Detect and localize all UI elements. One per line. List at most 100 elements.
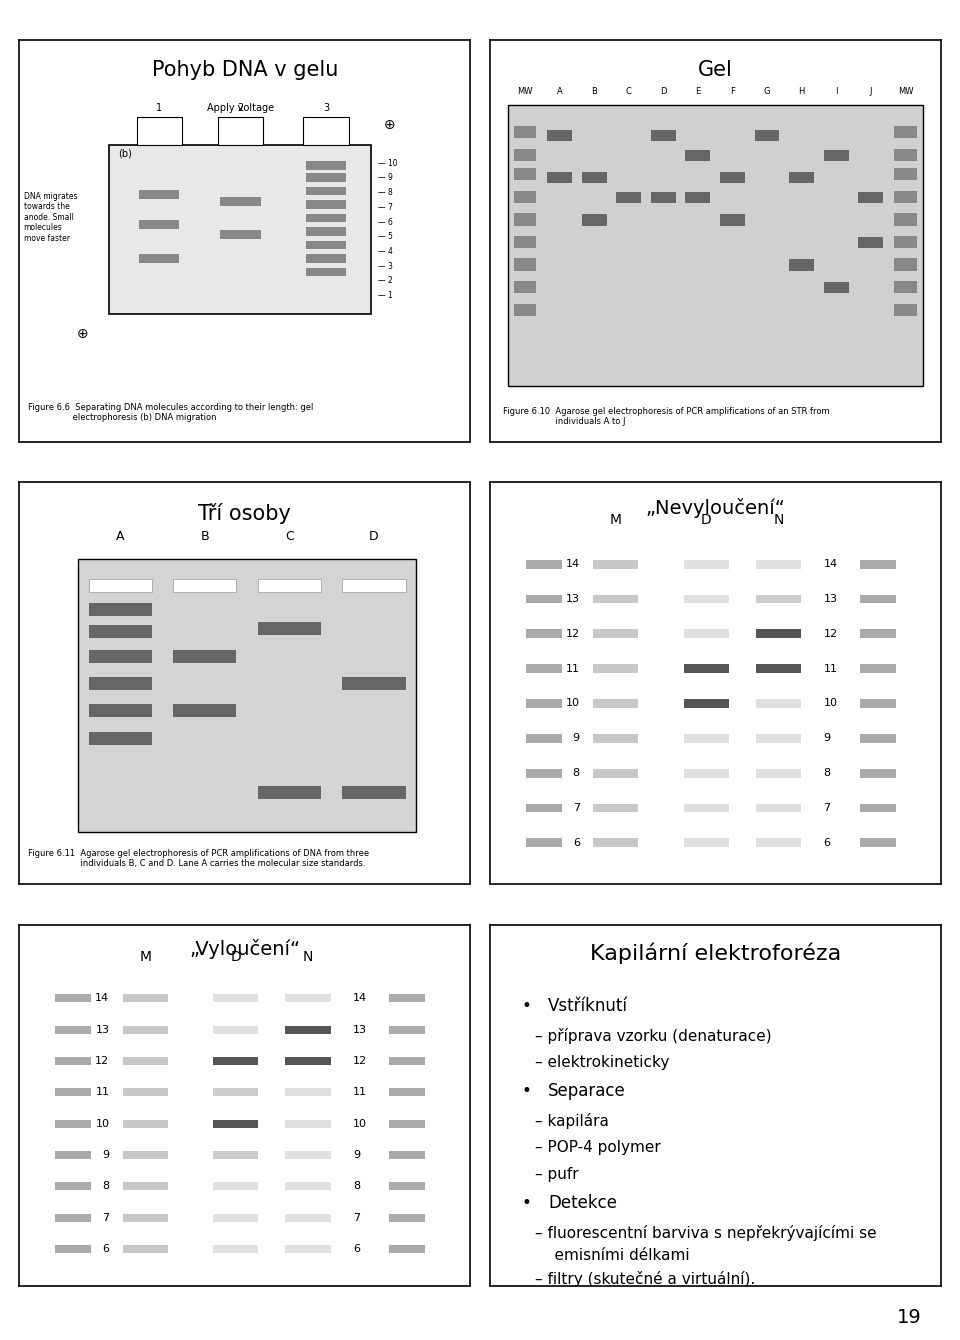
Text: F: F <box>730 87 735 96</box>
Text: 13: 13 <box>565 594 580 604</box>
Bar <box>285 1088 330 1096</box>
Bar <box>894 126 917 138</box>
Bar <box>56 1057 91 1065</box>
Bar <box>88 732 152 745</box>
Text: E: E <box>695 87 701 96</box>
Bar <box>756 560 801 568</box>
Bar <box>305 268 347 276</box>
Text: 11: 11 <box>565 663 580 674</box>
Bar <box>859 699 896 708</box>
Text: J: J <box>870 87 872 96</box>
Bar <box>305 241 347 249</box>
Bar <box>859 630 896 638</box>
Bar <box>514 126 537 138</box>
Bar <box>824 281 849 293</box>
Text: 11: 11 <box>95 1087 109 1097</box>
Bar <box>389 1182 425 1190</box>
Text: 9: 9 <box>103 1150 109 1160</box>
Text: Figure 6.11  Agarose gel electrophoresis of PCR amplifications of DNA from three: Figure 6.11 Agarose gel electrophoresis … <box>28 850 370 868</box>
Bar <box>508 105 923 386</box>
Bar <box>684 734 729 742</box>
Text: 7: 7 <box>573 803 580 813</box>
Bar <box>285 1245 330 1253</box>
Bar <box>593 630 638 638</box>
Bar <box>526 699 562 708</box>
Text: 19: 19 <box>897 1308 922 1327</box>
Text: — 6: — 6 <box>378 217 393 226</box>
Bar <box>684 699 729 708</box>
Bar <box>56 994 91 1002</box>
Bar <box>859 804 896 812</box>
Bar <box>859 595 896 603</box>
Text: 14: 14 <box>353 993 368 1004</box>
Text: 14: 14 <box>95 993 109 1004</box>
Bar <box>514 169 537 181</box>
Bar <box>285 1214 330 1222</box>
Bar <box>123 1057 168 1065</box>
Text: — 7: — 7 <box>378 202 393 212</box>
Text: 9: 9 <box>824 733 830 744</box>
Bar <box>220 230 260 240</box>
Text: 14: 14 <box>824 559 838 570</box>
Bar <box>514 192 537 202</box>
Bar <box>526 769 562 777</box>
Bar <box>720 172 745 184</box>
Text: 6: 6 <box>103 1244 109 1254</box>
Bar <box>894 259 917 271</box>
Text: ⊕: ⊕ <box>383 118 395 131</box>
Text: 12: 12 <box>353 1056 368 1065</box>
Text: 6: 6 <box>824 838 830 848</box>
Text: M: M <box>139 950 152 965</box>
Text: 13: 13 <box>824 594 837 604</box>
Bar <box>139 190 180 198</box>
Text: D: D <box>230 950 241 965</box>
Bar <box>593 665 638 673</box>
Text: 11: 11 <box>353 1087 367 1097</box>
Text: 7: 7 <box>824 803 830 813</box>
Bar <box>213 1245 258 1253</box>
Bar <box>305 226 347 236</box>
Text: Separace: Separace <box>548 1081 626 1100</box>
Text: „Vyloučení“: „Vyloučení“ <box>189 939 300 959</box>
Bar <box>343 787 405 800</box>
Bar <box>389 1245 425 1253</box>
Text: C: C <box>626 87 632 96</box>
Text: MW: MW <box>517 87 533 96</box>
Text: — 8: — 8 <box>378 188 393 197</box>
Text: •: • <box>521 1081 531 1100</box>
Bar <box>593 804 638 812</box>
Bar <box>756 769 801 777</box>
Bar <box>756 595 801 603</box>
Text: D: D <box>660 87 666 96</box>
Text: – elektrokineticky: – elektrokineticky <box>535 1055 669 1069</box>
Text: •: • <box>521 1194 531 1213</box>
Bar <box>303 117 348 145</box>
Text: I: I <box>835 87 837 96</box>
Text: •: • <box>521 997 531 1014</box>
Text: 7: 7 <box>103 1213 109 1222</box>
Text: H: H <box>799 87 804 96</box>
Bar <box>389 1057 425 1065</box>
Bar <box>56 1182 91 1190</box>
Bar <box>123 1182 168 1190</box>
Bar <box>514 304 537 315</box>
Text: — 1: — 1 <box>378 291 393 300</box>
Bar <box>123 1245 168 1253</box>
Bar <box>859 769 896 777</box>
Bar <box>526 839 562 847</box>
Bar <box>526 734 562 742</box>
Bar <box>213 1214 258 1222</box>
Text: 1: 1 <box>156 103 162 113</box>
Text: Pohyb DNA v gelu: Pohyb DNA v gelu <box>152 60 338 80</box>
Text: N: N <box>773 513 783 527</box>
Bar <box>593 839 638 847</box>
Text: Gel: Gel <box>698 60 732 80</box>
Bar <box>285 1120 330 1127</box>
Bar <box>258 623 321 635</box>
Bar <box>894 169 917 181</box>
Text: Vstříknutí: Vstříknutí <box>548 997 628 1014</box>
Text: 9: 9 <box>573 733 580 744</box>
Text: 6: 6 <box>353 1244 360 1254</box>
Text: 7: 7 <box>353 1213 360 1222</box>
Bar <box>389 994 425 1002</box>
